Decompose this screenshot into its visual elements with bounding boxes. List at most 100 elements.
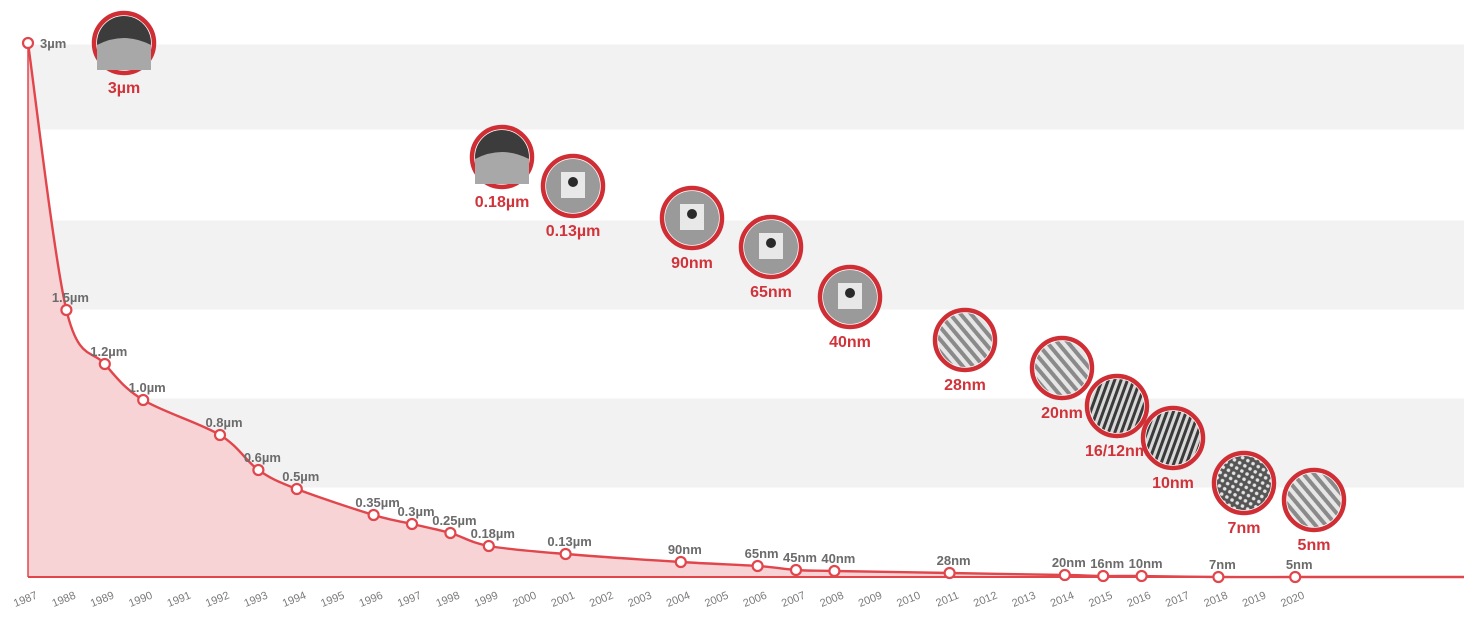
year-tick-label: 2003	[626, 590, 653, 610]
data-label: 0.35µm	[355, 495, 399, 510]
data-label: 0.8µm	[205, 415, 242, 430]
year-tick-label: 1987	[12, 590, 39, 610]
year-tick-label: 2010	[895, 590, 922, 610]
micrograph-core	[766, 238, 776, 248]
year-tick-label: 1998	[434, 590, 461, 610]
data-label: 0.3µm	[397, 504, 434, 519]
year-tick-label: 2006	[742, 590, 769, 610]
node-caption: 0.18µm	[475, 194, 530, 211]
data-point	[482, 539, 495, 553]
node-caption: 5nm	[1298, 537, 1331, 554]
node-caption: 16/12nm	[1085, 443, 1149, 460]
year-tick-label: 1993	[242, 590, 269, 610]
micrograph-core	[568, 177, 578, 187]
data-label: 28nm	[937, 553, 971, 568]
node-image: 16/12nm	[1084, 373, 1150, 460]
data-point	[137, 393, 150, 407]
year-tick-label: 1988	[50, 590, 77, 610]
data-point	[674, 555, 687, 569]
node-image: 0.13µm	[540, 153, 606, 240]
year-tick-label: 1995	[319, 590, 346, 610]
data-label: 0.13µm	[547, 534, 591, 549]
year-tick-label: 2019	[1241, 590, 1268, 610]
year-tick-label: 1990	[127, 590, 154, 610]
data-label: 20nm	[1052, 555, 1086, 570]
data-point	[1058, 568, 1071, 582]
micrograph-layer	[97, 38, 151, 70]
year-tick-label: 1989	[89, 590, 116, 610]
year-tick-label: 2000	[511, 590, 538, 610]
data-point	[1289, 570, 1302, 584]
area-fill	[28, 43, 1464, 578]
year-tick-label: 1994	[281, 590, 308, 610]
data-point	[367, 508, 380, 522]
year-tick-label: 1997	[396, 590, 423, 610]
data-point	[405, 517, 419, 531]
year-tick-label: 2013	[1010, 590, 1037, 610]
year-tick-label: 1996	[358, 590, 385, 610]
data-point	[252, 463, 265, 477]
year-tick-label: 2011	[934, 590, 960, 610]
year-tick-label: 1999	[473, 590, 500, 610]
node-caption: 7nm	[1228, 520, 1261, 537]
data-label: 0.18µm	[471, 526, 515, 541]
node-caption: 10nm	[1152, 475, 1194, 492]
data-label: 7nm	[1209, 557, 1236, 572]
data-point	[943, 566, 956, 580]
data-point	[828, 564, 841, 578]
node-caption: 0.13µm	[546, 223, 601, 240]
year-tick-label: 2018	[1202, 590, 1229, 610]
node-image: 65nm	[738, 214, 804, 301]
node-caption: 20nm	[1041, 405, 1083, 422]
micrograph-texture	[1035, 341, 1089, 395]
data-point	[1135, 569, 1148, 583]
year-tick-label: 2014	[1049, 590, 1076, 610]
node-caption: 90nm	[671, 255, 713, 272]
data-point	[751, 559, 764, 573]
year-tick-label: 1992	[204, 590, 231, 610]
data-label: 0.25µm	[432, 513, 476, 528]
node-image: 10nm	[1140, 405, 1206, 492]
node-image: 3µm	[91, 10, 157, 97]
micrograph-texture	[1090, 379, 1144, 433]
data-label: 1.5µm	[52, 290, 89, 305]
grid-band	[28, 44, 1464, 130]
data-label: 1.0µm	[129, 380, 166, 395]
data-label: 90nm	[668, 542, 702, 557]
node-caption: 3µm	[108, 80, 140, 97]
point-labels: 3µm1.5µm1.2µm1.0µm0.8µm0.6µm0.5µm0.35µm0…	[21, 36, 1313, 584]
node-image: 90nm	[659, 185, 725, 272]
year-tick-label: 2012	[972, 590, 999, 610]
micrograph-texture	[938, 313, 992, 367]
year-tick-label: 2002	[588, 590, 615, 610]
year-tick-label: 2016	[1126, 590, 1153, 610]
data-label: 10nm	[1129, 556, 1163, 571]
data-point	[559, 547, 572, 561]
data-label: 5nm	[1286, 557, 1313, 572]
year-tick-label: 2007	[780, 590, 807, 610]
year-tick-label: 1991	[166, 590, 193, 610]
data-point	[444, 526, 457, 540]
micrograph-texture	[1287, 473, 1341, 527]
data-label: 3µm	[40, 36, 66, 51]
year-tick-label: 2017	[1164, 590, 1191, 610]
data-point	[1097, 569, 1110, 583]
node-caption: 65nm	[750, 284, 792, 301]
data-label: 16nm	[1090, 556, 1124, 571]
micrograph-texture	[1146, 411, 1200, 465]
data-point	[213, 428, 227, 442]
data-point	[1212, 570, 1225, 584]
data-label: 0.5µm	[282, 469, 319, 484]
micrograph-layer	[475, 152, 529, 184]
area-fill-shape	[28, 43, 1464, 578]
data-point	[21, 36, 35, 50]
data-point	[60, 303, 73, 317]
data-label: 1.2µm	[90, 344, 127, 359]
year-tick-label: 2008	[818, 590, 845, 610]
node-image: 28nm	[932, 307, 998, 394]
node-caption: 40nm	[829, 334, 871, 351]
year-tick-label: 2004	[665, 590, 692, 610]
node-image: 40nm	[817, 264, 883, 351]
year-tick-label: 2001	[550, 590, 577, 610]
